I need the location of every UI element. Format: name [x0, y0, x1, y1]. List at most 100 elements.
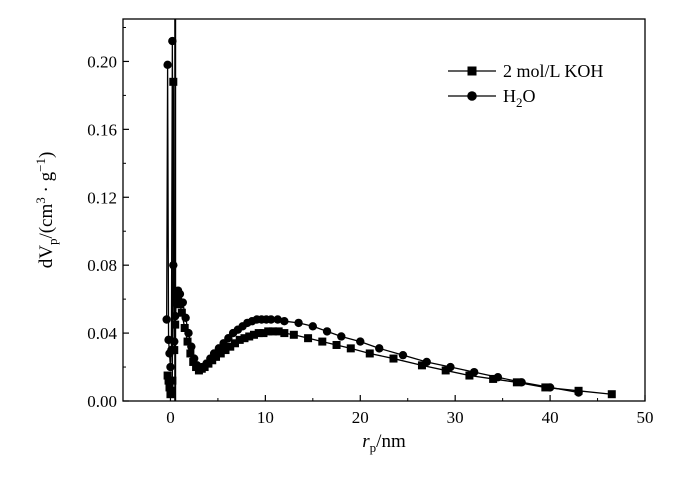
data-point-h2o	[574, 388, 583, 397]
data-point-koh	[389, 354, 398, 363]
legend-label-h2o: H2O	[503, 86, 536, 110]
x-axis-title: rp/nm	[362, 431, 406, 455]
data-point-koh	[249, 330, 258, 339]
data-point-koh	[465, 371, 474, 380]
data-point-h2o	[273, 315, 282, 324]
data-point-h2o	[167, 345, 176, 355]
x-tick-label: 20	[352, 408, 369, 427]
data-point-h2o	[166, 362, 175, 372]
data-point-koh	[332, 340, 341, 349]
data-point-koh	[167, 386, 176, 395]
legend-label-koh: 2 mol/L KOH	[503, 61, 603, 81]
data-point-koh	[365, 349, 374, 358]
y-tick-label: 0.04	[87, 324, 117, 343]
data-point-koh	[183, 337, 192, 346]
data-point-koh	[254, 329, 263, 338]
data-point-koh	[230, 339, 239, 348]
data-point-h2o	[545, 383, 555, 392]
data-point-h2o	[446, 362, 455, 372]
legend-entry-koh: 2 mol/L KOH	[448, 61, 603, 81]
data-point-h2o	[266, 315, 276, 324]
x-tick-label: 10	[257, 408, 274, 427]
y-axis-title-mid: /(cm	[36, 204, 57, 239]
data-point-h2o	[162, 315, 171, 324]
data-point-koh	[318, 337, 327, 346]
data-point-koh	[245, 332, 254, 341]
data-point-h2o	[322, 327, 332, 336]
data-point-koh	[259, 329, 268, 338]
x-axis-title-rest: /nm	[376, 431, 406, 452]
y-axis-title-sup1: 3	[33, 197, 48, 204]
legend-marker-circle	[467, 91, 477, 101]
x-axis-title-sub: p	[370, 440, 377, 455]
x-tick-label: 50	[637, 408, 654, 427]
y-tick-label: 0.16	[87, 120, 117, 139]
data-point-h2o	[469, 367, 479, 377]
x-tick-label: 30	[447, 408, 464, 427]
legend-entry-h2o: H2O	[448, 86, 536, 110]
data-point-koh	[240, 334, 249, 343]
x-tick-label: 0	[166, 408, 175, 427]
data-point-koh	[264, 327, 273, 336]
plot-frame	[122, 18, 646, 402]
legend-label-h2o-rest: O	[523, 86, 536, 106]
data-point-h2o	[184, 328, 193, 338]
data-point-koh	[289, 330, 298, 339]
data-point-koh	[168, 376, 177, 385]
data-point-h2o	[398, 350, 408, 360]
data-point-h2o	[422, 357, 431, 367]
y-axis-ticks: 0.00 0.04 0.08 0.12 0.16 0.20	[87, 26, 129, 411]
data-point-koh	[280, 329, 289, 338]
y-axis-title: dVp/(cm3 · g−1)	[33, 152, 60, 269]
data-point-h2o	[187, 342, 196, 351]
data-point-h2o	[178, 298, 187, 307]
data-point-koh	[268, 327, 277, 336]
data-point-koh	[489, 374, 498, 383]
data-point-koh	[177, 308, 186, 317]
data-point-h2o	[163, 60, 172, 70]
data-point-h2o	[169, 260, 178, 270]
data-point-koh	[186, 349, 195, 358]
data-point-h2o	[181, 313, 190, 323]
data-point-h2o	[356, 337, 365, 346]
y-axis-title-post: )	[36, 152, 57, 158]
x-axis-ticks: 0 10 20 30 40 50	[122, 395, 654, 427]
data-point-koh	[346, 344, 355, 353]
data-point-koh	[304, 334, 313, 343]
data-point-h2o	[175, 289, 185, 299]
y-axis-title-sub: p	[45, 239, 60, 246]
data-point-koh	[441, 366, 450, 375]
y-tick-label: 0.00	[87, 392, 117, 411]
y-axis-title-pre: dV	[36, 245, 57, 269]
series-layer	[162, 36, 616, 399]
data-point-koh	[607, 390, 616, 399]
data-point-h2o	[294, 318, 303, 328]
legend-label-h2o-sub: 2	[516, 95, 523, 110]
data-point-h2o	[337, 332, 346, 341]
data-point-h2o	[517, 378, 526, 387]
legend-label-h2o-main: H	[503, 86, 516, 106]
data-point-koh	[163, 371, 172, 380]
data-point-h2o	[308, 322, 318, 331]
data-point-koh	[417, 361, 426, 370]
data-point-h2o	[189, 354, 199, 363]
y-tick-label: 0.20	[87, 52, 117, 71]
x-tick-label: 40	[542, 408, 559, 427]
data-point-koh	[274, 327, 283, 336]
data-point-koh	[541, 383, 550, 392]
x-axis-title-main: r	[362, 431, 370, 452]
data-point-koh	[226, 342, 235, 351]
legend: 2 mol/L KOH H2O	[448, 61, 603, 110]
legend-marker-square	[467, 66, 477, 76]
data-point-h2o	[280, 317, 289, 326]
y-tick-label: 0.08	[87, 256, 117, 275]
data-point-h2o	[375, 344, 384, 353]
y-axis-title-sup2: −1	[33, 158, 48, 172]
data-point-koh	[169, 77, 178, 86]
data-point-koh	[216, 349, 225, 358]
data-point-h2o	[493, 373, 503, 382]
data-point-koh	[221, 346, 230, 355]
y-axis-title-dot: · g	[36, 171, 57, 197]
y-tick-label: 0.12	[87, 188, 117, 207]
